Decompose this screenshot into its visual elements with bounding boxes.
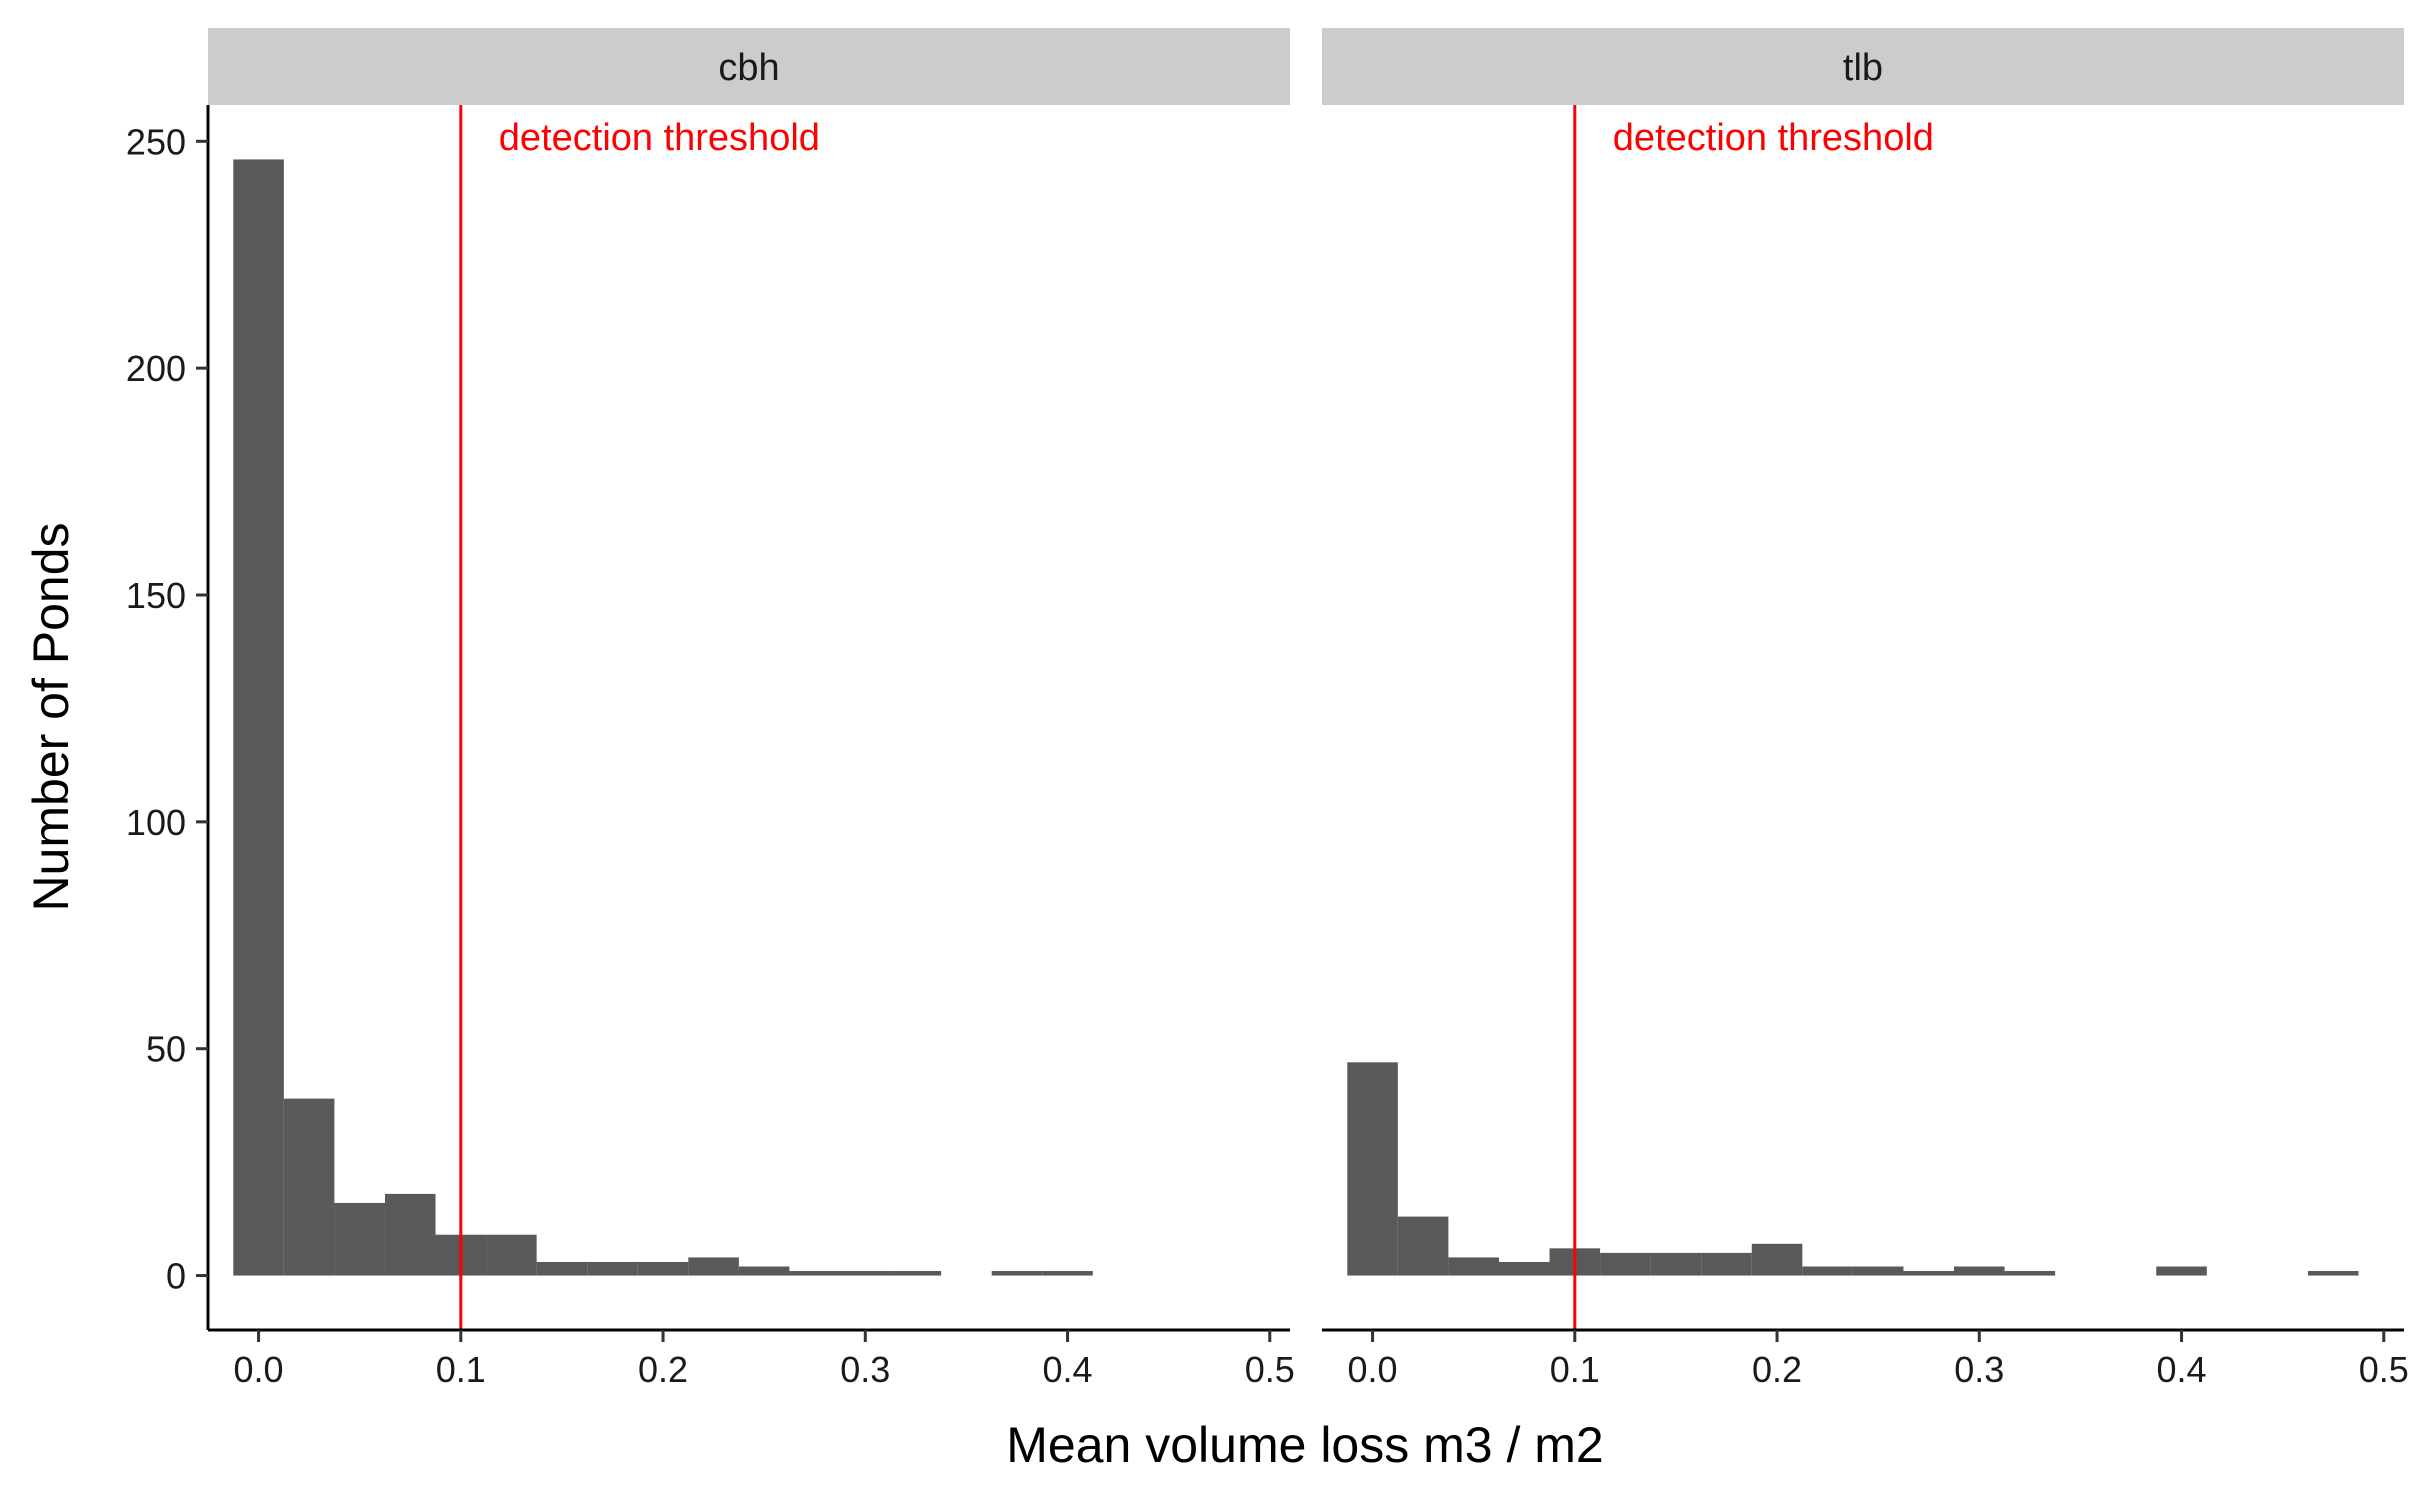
histogram-bar xyxy=(1498,1261,1550,1276)
histogram-bar xyxy=(1751,1243,1803,1276)
histogram-bar xyxy=(587,1261,638,1276)
histogram-bar xyxy=(2004,1271,2056,1276)
histogram-bar xyxy=(1852,1266,1904,1276)
facet-strip xyxy=(1322,28,2404,105)
y-axis-title: Number of Ponds xyxy=(23,522,79,911)
x-tick-label: 0.3 xyxy=(1954,1349,2004,1390)
histogram-bar xyxy=(233,159,284,1276)
x-tick-label: 0.2 xyxy=(638,1349,688,1390)
detection-threshold-label: detection threshold xyxy=(1613,117,1934,159)
histogram-bar xyxy=(486,1234,537,1276)
y-tick-label: 100 xyxy=(126,802,186,843)
histogram-bar xyxy=(1802,1266,1853,1276)
histogram-bar xyxy=(1954,1266,2005,1276)
x-tick-label: 0.5 xyxy=(1245,1349,1295,1390)
histogram-bar xyxy=(840,1271,891,1276)
histogram-bar xyxy=(637,1261,689,1276)
histogram-bar xyxy=(1903,1271,1955,1276)
y-tick-label: 200 xyxy=(126,348,186,389)
facet-strip xyxy=(208,28,1290,105)
x-tick-label: 0.3 xyxy=(840,1349,890,1390)
facet-panel-tlb: tlb detection threshold 0.0 0.1 0.2 0.3 0.4 0.5 xyxy=(1322,28,2409,1390)
histogram-bar xyxy=(536,1261,588,1276)
histogram-bar xyxy=(1448,1257,1499,1276)
x-tick-label: 0.1 xyxy=(436,1349,486,1390)
histogram-bar xyxy=(1347,1062,1398,1276)
histogram-bar xyxy=(1042,1271,1093,1276)
histogram-bar xyxy=(890,1271,942,1276)
histogram-bar xyxy=(384,1193,436,1276)
x-tick-label: 0.1 xyxy=(1550,1349,1600,1390)
facet-strip-label: cbh xyxy=(718,47,779,89)
histogram-bar xyxy=(1600,1252,1651,1276)
facet-panels: cbh detection threshold 0.0 0.1 0.2 0.3 0.4 0.5… xyxy=(208,28,2409,1390)
histogram-bar xyxy=(789,1271,841,1276)
histogram-bar xyxy=(283,1098,335,1276)
facet-panel-cbh: cbh detection threshold 0.0 0.1 0.2 0.3 0.4 0.5 xyxy=(208,28,1295,1390)
y-tick-label: 0 xyxy=(166,1256,186,1297)
detection-threshold-label: detection threshold xyxy=(499,117,820,159)
x-tick-label: 0.0 xyxy=(234,1349,284,1390)
histogram-bar xyxy=(738,1266,790,1276)
y-tick-label: 50 xyxy=(146,1029,186,1070)
histogram-bar xyxy=(688,1257,739,1276)
x-tick-label: 0.2 xyxy=(1752,1349,1802,1390)
x-axis-title: Mean volume loss m3 / m2 xyxy=(1006,1417,1603,1473)
facet-strip-label: tlb xyxy=(1843,47,1883,89)
histogram-bar xyxy=(334,1202,385,1276)
histogram-bar xyxy=(1701,1252,1752,1276)
x-tick-label: 0.0 xyxy=(1348,1349,1398,1390)
histogram-bar xyxy=(1397,1216,1449,1276)
y-axis: 0 50 100 150 200 250 xyxy=(126,105,210,1330)
histogram-bar xyxy=(2156,1266,2207,1276)
histogram-bar xyxy=(1650,1252,1702,1276)
x-tick-label: 0.5 xyxy=(2359,1349,2409,1390)
histogram-bar xyxy=(2307,1271,2359,1276)
histogram-bar xyxy=(991,1271,1043,1276)
y-tick-label: 150 xyxy=(126,575,186,616)
y-tick-label: 250 xyxy=(126,121,186,162)
x-tick-label: 0.4 xyxy=(2157,1349,2207,1390)
x-tick-label: 0.4 xyxy=(1043,1349,1093,1390)
